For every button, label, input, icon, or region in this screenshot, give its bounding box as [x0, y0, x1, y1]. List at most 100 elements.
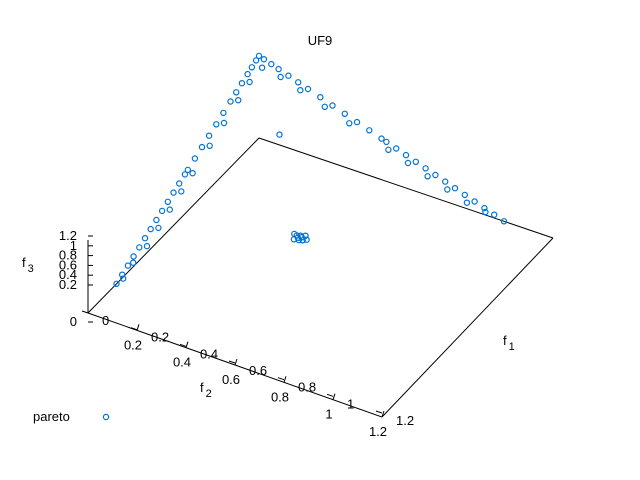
pareto-point — [383, 138, 390, 146]
pareto-point — [268, 60, 275, 68]
pareto-point — [461, 191, 468, 199]
pareto-point — [119, 275, 127, 282]
pareto-point — [113, 280, 120, 287]
y-tick-label: 0.8 — [271, 389, 289, 404]
y-tick-label: 1 — [325, 407, 332, 422]
pareto-point — [260, 56, 268, 63]
z-tick-label: 1 — [70, 238, 77, 253]
y-tick-mark — [136, 324, 140, 331]
pareto-point — [189, 169, 196, 177]
pareto-point — [353, 118, 361, 126]
x-axis-label-sub: 1 — [509, 341, 515, 353]
pareto-point — [255, 52, 263, 60]
x-tick-mark — [277, 377, 285, 381]
pareto-point — [366, 127, 373, 134]
pareto-point — [341, 110, 348, 118]
pareto-point — [404, 159, 412, 167]
pareto-point — [118, 271, 126, 278]
pareto-point — [285, 72, 292, 79]
pareto-point — [136, 244, 143, 251]
pareto-series-points — [113, 52, 508, 287]
y-tick-mark — [234, 358, 238, 366]
pareto-point — [191, 155, 199, 162]
y-tick-label: 0.4 — [173, 355, 191, 370]
pareto-point — [246, 78, 253, 86]
pareto-point — [500, 218, 508, 225]
pareto-point — [402, 151, 410, 159]
pareto-point — [424, 173, 431, 180]
pareto-point — [252, 57, 260, 64]
pareto-point — [442, 178, 449, 185]
pareto-point — [393, 145, 400, 152]
x-axis-ticks: 0 0.2 0.4 0.6 0.8 1 1.2 — [81, 310, 414, 428]
pareto-point — [129, 259, 137, 266]
pareto-point — [482, 208, 489, 216]
z-axis-ticks: 0 0.20.40.60.811.2 — [59, 228, 93, 329]
pareto-point — [297, 86, 304, 94]
x-tick-label: 0.6 — [249, 363, 267, 378]
z-tick-label: 0.2 — [59, 277, 77, 292]
pareto-point — [198, 143, 206, 151]
y-axis-ticks: 0.2 0.4 0.6 0.8 1 1.2 — [124, 324, 387, 439]
pareto-point — [481, 204, 488, 212]
pareto-point — [166, 206, 173, 213]
pareto-point — [317, 93, 324, 101]
pareto-point — [463, 199, 471, 206]
pareto-point — [124, 262, 132, 269]
x-tick-label: 0.4 — [200, 346, 218, 361]
pareto-point — [378, 135, 385, 142]
pareto-point — [220, 119, 228, 127]
pareto-point — [206, 142, 213, 149]
y-tick-mark — [185, 341, 189, 348]
pareto-point — [385, 146, 392, 153]
pareto-point — [432, 171, 439, 179]
y-tick-mark — [381, 410, 385, 418]
pareto-point — [451, 184, 459, 192]
pareto-point — [346, 120, 353, 127]
z-axis-label-sub: 3 — [28, 263, 34, 275]
x-tick-label: 0.8 — [298, 380, 316, 395]
legend-marker-pareto — [102, 413, 110, 421]
pareto-point — [220, 109, 227, 117]
pareto-point — [184, 166, 191, 174]
pareto-point — [155, 224, 162, 232]
z-tick-label: 0.4 — [59, 267, 77, 282]
pareto-point — [232, 89, 240, 96]
pareto-point — [303, 236, 310, 243]
pareto-point — [471, 198, 478, 205]
x-axis-label-base: f — [503, 333, 507, 348]
x-back-edge — [87, 137, 260, 314]
axes-frame — [87, 137, 554, 418]
pareto-point — [412, 158, 419, 165]
chart-title: UF9 — [308, 33, 333, 48]
pareto-point — [164, 198, 171, 205]
pareto-point — [153, 216, 160, 224]
pareto-point — [258, 64, 266, 71]
pareto-point — [143, 242, 151, 250]
pareto-point — [234, 96, 242, 104]
pareto-point — [329, 102, 336, 109]
x-tick-mark — [81, 310, 89, 314]
pareto-point — [444, 186, 451, 193]
pareto-point — [227, 98, 234, 105]
pareto-point — [178, 188, 185, 195]
pareto-point — [275, 65, 282, 73]
pareto-point — [304, 85, 312, 93]
y-tick-label: 0.2 — [124, 337, 142, 352]
y-axis-label-sub: 2 — [206, 388, 212, 400]
pareto-point — [248, 64, 256, 71]
legend-label-pareto: pareto — [33, 409, 70, 424]
pareto-point — [293, 232, 300, 239]
x-tick-label: 1 — [347, 396, 354, 411]
x-tick-mark — [130, 327, 138, 331]
pareto-point — [181, 171, 189, 178]
pareto-point — [422, 165, 429, 172]
pareto-point — [158, 207, 166, 215]
legend: pareto — [33, 409, 110, 424]
pareto-point — [147, 225, 154, 233]
pareto-point — [175, 180, 183, 187]
pareto-point — [491, 211, 498, 218]
